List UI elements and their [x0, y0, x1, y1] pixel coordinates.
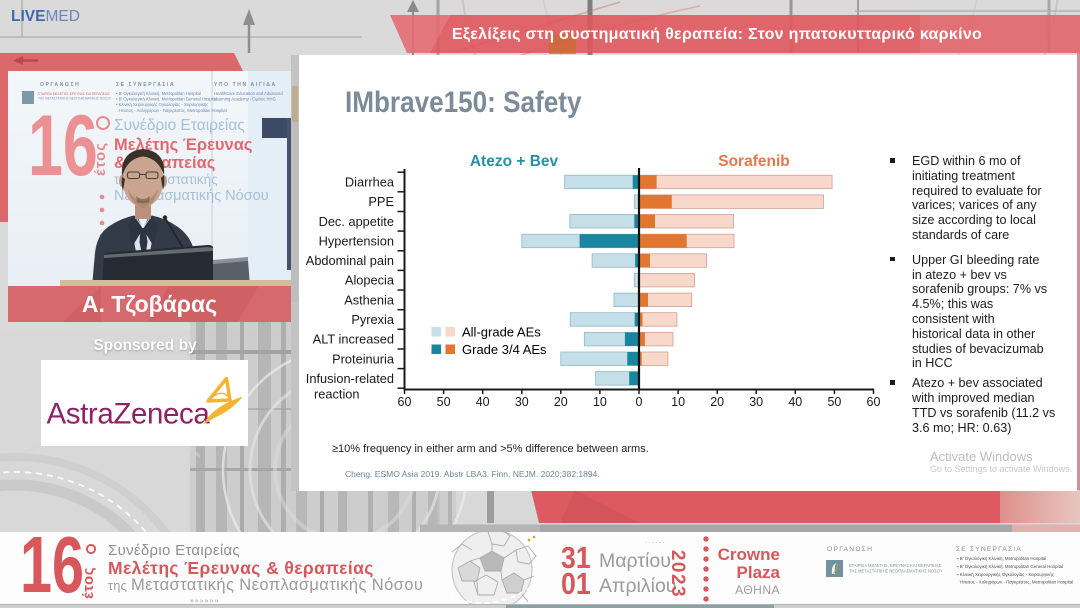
- svg-text:0: 0: [636, 395, 643, 409]
- svg-text:60: 60: [867, 395, 881, 409]
- svg-text:40: 40: [788, 395, 802, 409]
- svg-text:Sorafenib: Sorafenib: [718, 153, 789, 170]
- svg-text:Infusion-related: Infusion-related: [306, 371, 394, 386]
- svg-text:Pyrexia: Pyrexia: [351, 312, 395, 327]
- svg-text:50: 50: [827, 395, 841, 409]
- svg-text:Abdominal pain: Abdominal pain: [306, 253, 394, 268]
- svg-text:30: 30: [749, 395, 763, 409]
- svg-text:10: 10: [593, 395, 607, 409]
- svg-text:Proteinuria: Proteinuria: [332, 351, 395, 366]
- svg-text:All-grade AEs: All-grade AEs: [462, 325, 541, 340]
- svg-text:20: 20: [710, 395, 724, 409]
- svg-text:Alopecia: Alopecia: [345, 273, 395, 288]
- svg-text:reaction: reaction: [314, 386, 360, 401]
- svg-text:Atezo + Bev: Atezo + Bev: [470, 153, 559, 170]
- svg-text:20: 20: [554, 395, 568, 409]
- svg-text:Dec. appetite: Dec. appetite: [319, 214, 394, 229]
- svg-text:PPE: PPE: [368, 194, 394, 209]
- svg-text:ALT increased: ALT increased: [313, 332, 394, 347]
- svg-text:Asthenia: Asthenia: [344, 292, 395, 307]
- svg-text:Diarrhea: Diarrhea: [345, 175, 395, 190]
- svg-text:50: 50: [437, 395, 451, 409]
- svg-text:Grade 3/4 AEs: Grade 3/4 AEs: [462, 342, 547, 357]
- svg-text:AstraZeneca: AstraZeneca: [47, 398, 211, 431]
- svg-text:10: 10: [671, 395, 685, 409]
- svg-text:40: 40: [476, 395, 490, 409]
- svg-text:Hypertension: Hypertension: [319, 233, 394, 248]
- svg-text:60: 60: [398, 395, 412, 409]
- svg-text:30: 30: [515, 395, 529, 409]
